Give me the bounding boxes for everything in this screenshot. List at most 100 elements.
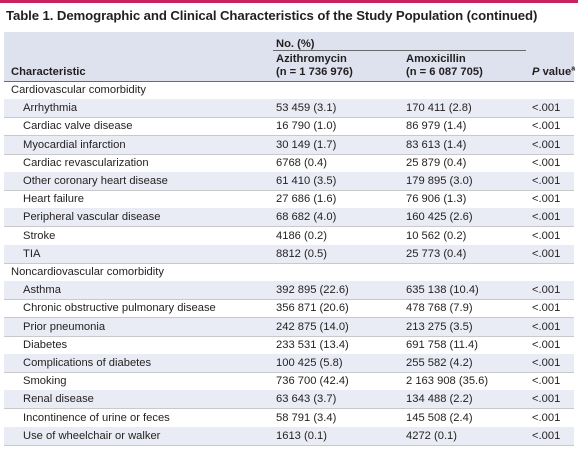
table-row: Use of wheelchair or walker 1613 (0.1) 427… [4, 426, 574, 446]
row-pvalue: <.001 [532, 211, 561, 224]
header-azithromycin-n: (n = 1 736 976) [276, 66, 353, 78]
row-pvalue: <.001 [532, 120, 561, 133]
section-label: Noncardiovascular comorbidity [11, 266, 164, 278]
row-amoxicillin-value: 255 582 (4.2) [406, 357, 473, 369]
row-azithromycin-value: 356 871 (20.6) [276, 302, 349, 315]
row-azithromycin-value: 736 700 (42.4) [276, 375, 349, 388]
title-accent-bar [0, 0, 578, 3]
row-amoxicillin-value: 25 879 (0.4) [406, 156, 467, 169]
table-row: Prior pneumonia 242 875 (14.0) 213 275 (3.… [4, 317, 574, 337]
header-pvalue: P valuea [532, 65, 576, 79]
header-pvalue-rest: value [539, 66, 572, 78]
row-characteristic: Stroke [23, 229, 56, 242]
row-pvalue: <.001 [532, 338, 561, 351]
row-azithromycin-value: 233 531 (13.4) [276, 338, 349, 351]
row-characteristic: TIA [23, 247, 41, 260]
section-row: Cardiovascular comorbidity [4, 81, 574, 100]
row-azithromycin-value: 4186 (0.2) [276, 229, 327, 242]
row-pvalue: <.001 [532, 247, 561, 260]
table-row: Renal disease 63 643 (3.7) 134 488 (2.2) <.… [4, 390, 574, 410]
row-amoxicillin-value: 10 562 (0.2) [406, 229, 467, 242]
row-pvalue: <.001 [532, 429, 561, 442]
row-characteristic: Smoking [23, 375, 67, 388]
table-title: Table 1. Demographic and Clinical Charac… [6, 8, 538, 23]
header-azithromycin: Azithromycin [276, 53, 347, 65]
row-azithromycin-value: 58 791 (3.4) [276, 411, 337, 424]
header-characteristic: Characteristic [11, 66, 86, 78]
row-pvalue: <.001 [532, 357, 561, 369]
section-row: Noncardiovascular comorbidity [4, 263, 574, 282]
row-amoxicillin-value: 213 275 (3.5) [406, 320, 473, 333]
row-azithromycin-value: 53 459 (3.1) [276, 102, 337, 115]
row-pvalue: <.001 [532, 193, 561, 206]
row-amoxicillin-value: 83 613 (1.4) [406, 138, 467, 151]
header-group-rule [273, 50, 526, 51]
row-characteristic: Asthma [23, 284, 61, 297]
table-row: Cardiac valve disease 16 790 (1.0) 86 979 … [4, 117, 574, 137]
row-amoxicillin-value: 86 979 (1.4) [406, 120, 467, 133]
header-amoxicillin-n: (n = 6 087 705) [406, 66, 483, 78]
row-azithromycin-value: 8812 (0.5) [276, 247, 327, 260]
table-row: Incontinence of urine or feces 58 791 (3.… [4, 409, 574, 428]
table-row: Smoking 736 700 (42.4) 2 163 908 (35.6) <.0… [4, 372, 574, 392]
table-row: Cardiac revascularization 6768 (0.4) 25 87… [4, 154, 574, 173]
table-row: Chronic obstructive pulmonary disease 356… [4, 299, 574, 319]
row-amoxicillin-value: 2 163 908 (35.6) [406, 375, 489, 388]
row-characteristic: Incontinence of urine or feces [23, 411, 170, 424]
header-pvalue-footnote: a [571, 65, 576, 73]
header-pvalue-p: P [532, 66, 540, 78]
row-azithromycin-value: 392 895 (22.6) [276, 284, 349, 297]
row-pvalue: <.001 [532, 375, 561, 388]
row-characteristic: Cardiac revascularization [23, 156, 149, 169]
row-pvalue: <.001 [532, 302, 561, 315]
row-pvalue: <.001 [532, 284, 561, 297]
table-row: Peripheral vascular disease 68 682 (4.0) 1… [4, 208, 574, 228]
row-amoxicillin-value: 25 773 (0.4) [406, 247, 467, 260]
row-amoxicillin-value: 76 906 (1.3) [406, 193, 467, 206]
row-pvalue: <.001 [532, 102, 561, 115]
table-row: Asthma 392 895 (22.6) 635 138 (10.4) <.001 [4, 281, 574, 301]
row-pvalue: <.001 [532, 411, 561, 424]
table-row: Myocardial infarction 30 149 (1.7) 83 613 … [4, 135, 574, 155]
table-row: Heart failure 27 686 (1.6) 76 906 (1.3) <.0… [4, 190, 574, 210]
row-azithromycin-value: 242 875 (14.0) [276, 320, 349, 333]
section-label: Cardiovascular comorbidity [11, 84, 146, 96]
row-pvalue: <.001 [532, 393, 561, 406]
row-characteristic: Cardiac valve disease [23, 120, 133, 133]
row-azithromycin-value: 63 643 (3.7) [276, 393, 337, 406]
row-azithromycin-value: 30 149 (1.7) [276, 138, 337, 151]
row-amoxicillin-value: 170 411 (2.8) [406, 102, 472, 115]
row-characteristic: Heart failure [23, 193, 84, 206]
row-pvalue: <.001 [532, 320, 561, 333]
row-characteristic: Complications of diabetes [23, 357, 152, 369]
row-amoxicillin-value: 691 758 (11.4) [406, 338, 478, 351]
table-row: Stroke 4186 (0.2) 10 562 (0.2) <.001 [4, 227, 574, 246]
row-azithromycin-value: 61 410 (3.5) [276, 175, 337, 187]
table-row: Complications of diabetes 100 425 (5.8) 25… [4, 354, 574, 373]
row-azithromycin-value: 16 790 (1.0) [276, 120, 337, 133]
table-row: Arrhythmia 53 459 (3.1) 170 411 (2.8) <.001 [4, 99, 574, 119]
row-amoxicillin-value: 478 768 (7.9) [406, 302, 473, 315]
row-characteristic: Myocardial infarction [23, 138, 126, 151]
table-row: Diabetes 233 531 (13.4) 691 758 (11.4) <.00… [4, 336, 574, 355]
header-amoxicillin: Amoxicillin [406, 53, 466, 65]
row-azithromycin-value: 68 682 (4.0) [276, 211, 337, 224]
row-characteristic: Chronic obstructive pulmonary disease [23, 302, 216, 315]
row-amoxicillin-value: 635 138 (10.4) [406, 284, 479, 297]
row-amoxicillin-value: 145 508 (2.4) [406, 411, 473, 424]
row-amoxicillin-value: 179 895 (3.0) [406, 175, 473, 187]
row-amoxicillin-value: 4272 (0.1) [406, 429, 457, 442]
row-characteristic: Use of wheelchair or walker [23, 429, 161, 442]
table-header: No. (%) Azithromycin (n = 1 736 976) Amo… [4, 32, 576, 82]
row-pvalue: <.001 [532, 138, 561, 151]
row-pvalue: <.001 [532, 175, 561, 187]
row-characteristic: Peripheral vascular disease [23, 211, 161, 224]
row-pvalue: <.001 [532, 156, 561, 169]
row-azithromycin-value: 100 425 (5.8) [276, 357, 343, 369]
row-amoxicillin-value: 134 488 (2.2) [406, 393, 473, 406]
row-azithromycin-value: 1613 (0.1) [276, 429, 327, 442]
row-characteristic: Renal disease [23, 393, 94, 406]
header-group-label: No. (%) [276, 38, 315, 50]
row-amoxicillin-value: 160 425 (2.6) [406, 211, 473, 224]
row-pvalue: <.001 [532, 229, 561, 242]
